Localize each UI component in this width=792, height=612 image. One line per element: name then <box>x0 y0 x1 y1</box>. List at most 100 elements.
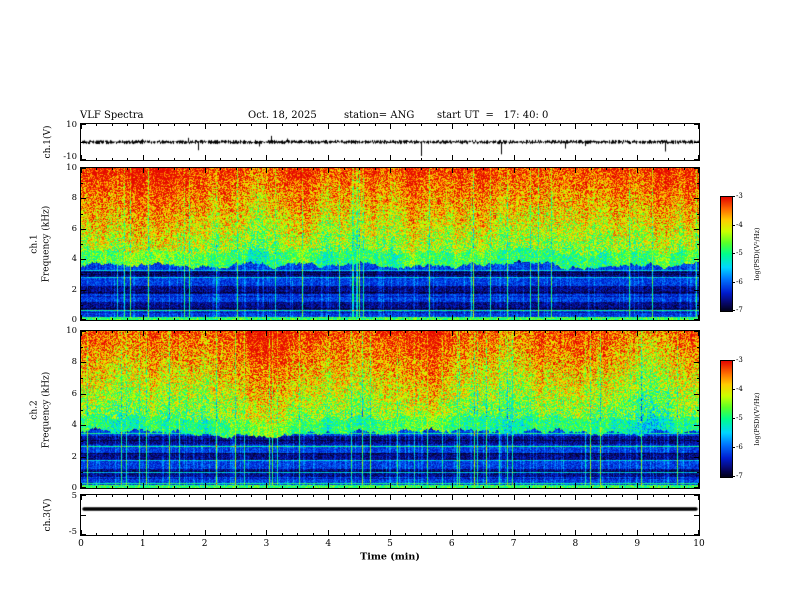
axis-tick <box>591 168 592 170</box>
axis-tick <box>622 331 623 333</box>
axis-tick <box>697 347 699 348</box>
axis-tick <box>297 168 298 170</box>
axis-tick <box>174 318 175 320</box>
axis-tick <box>390 124 391 129</box>
axis-tick <box>205 530 206 535</box>
colorbar-tick <box>733 389 735 390</box>
colorbar-1-tick-label: -6 <box>736 277 743 286</box>
axis-tick <box>220 158 221 160</box>
axis-tick <box>81 244 83 245</box>
axis-tick <box>668 495 669 497</box>
axis-tick <box>483 158 484 160</box>
axis-tick <box>514 168 515 173</box>
axis-tick <box>81 483 82 488</box>
axis-tick <box>405 318 406 320</box>
axis-tick <box>112 486 113 488</box>
axis-tick <box>545 533 546 535</box>
ch2-frequency-units-label: Frequency (kHz) <box>41 371 51 449</box>
axis-tick <box>637 331 638 336</box>
axis-tick <box>622 318 623 320</box>
axis-tick <box>637 315 638 320</box>
axis-tick <box>189 168 190 170</box>
colorbar-2-gradient <box>721 361 732 477</box>
ch1-frequency-tick-label: 4 <box>71 254 77 265</box>
axis-tick <box>467 124 468 126</box>
axis-tick <box>694 331 699 332</box>
axis-tick <box>81 331 83 332</box>
axis-tick <box>591 318 592 320</box>
axis-tick <box>112 533 113 535</box>
axis-tick <box>405 158 406 160</box>
axis-tick <box>405 486 406 488</box>
axis-tick <box>694 394 699 395</box>
axis-tick <box>112 495 113 497</box>
axis-tick <box>694 198 699 199</box>
axis-tick <box>81 124 82 129</box>
colorbar-1-label: log(PSD)(V²/Hz) <box>753 227 761 281</box>
ch1-voltage-axis-label: ch.1(V) <box>43 125 53 159</box>
axis-tick <box>81 168 83 169</box>
axis-tick <box>575 495 576 500</box>
axis-tick <box>697 319 699 320</box>
axis-tick <box>297 158 298 160</box>
axis-tick <box>575 155 576 160</box>
axis-tick <box>297 331 298 333</box>
time-tick-label: 1 <box>139 539 146 549</box>
axis-tick <box>81 331 82 336</box>
axis-tick <box>81 487 83 488</box>
axis-tick <box>514 315 515 320</box>
axis-tick <box>81 487 86 488</box>
axis-tick <box>375 495 376 497</box>
colorbar-tick <box>733 224 735 226</box>
axis-tick <box>205 483 206 488</box>
axis-tick <box>560 331 561 333</box>
axis-tick <box>606 533 607 535</box>
axis-tick <box>189 331 190 333</box>
colorbar-2-label: log(PSD)(V²/Hz) <box>753 392 761 446</box>
axis-tick <box>452 168 453 173</box>
axis-tick <box>694 495 699 496</box>
axis-tick <box>220 486 221 488</box>
axis-tick <box>390 168 391 173</box>
axis-tick <box>81 229 83 230</box>
axis-tick <box>189 495 190 497</box>
time-tick-label: 0 <box>78 539 84 549</box>
axis-tick <box>236 486 237 488</box>
axis-tick <box>467 158 468 160</box>
ch1-ymax-tick-label: 10 <box>66 120 77 130</box>
ch1-frequency-tick-label: 6 <box>71 223 77 234</box>
axis-tick <box>236 533 237 535</box>
colorbar-2 <box>720 360 733 478</box>
axis-tick <box>483 124 484 126</box>
axis-tick <box>266 331 267 336</box>
axis-tick <box>375 318 376 320</box>
axis-tick <box>697 362 699 363</box>
axis-tick <box>189 533 190 535</box>
axis-tick <box>81 274 83 275</box>
axis-tick <box>236 124 237 126</box>
axis-tick <box>575 168 576 173</box>
axis-tick <box>421 168 422 170</box>
axis-tick <box>684 486 685 488</box>
axis-tick <box>81 155 82 160</box>
figure-title: VLF Spectra <box>80 110 144 121</box>
axis-tick <box>174 486 175 488</box>
axis-tick <box>81 124 86 125</box>
axis-tick <box>174 495 175 497</box>
axis-tick <box>236 318 237 320</box>
axis-tick <box>668 168 669 170</box>
axis-tick <box>694 168 699 169</box>
colorbar-2-tick-label: -5 <box>736 414 743 422</box>
axis-tick <box>313 158 314 160</box>
axis-tick <box>81 319 83 320</box>
axis-tick <box>560 318 561 320</box>
axis-tick <box>684 168 685 170</box>
time-tick-label: 2 <box>201 539 208 549</box>
colorbar-tick <box>733 281 735 283</box>
time-tick-label: 10 <box>693 539 705 549</box>
start-ut-label: start UT = 17: 40: 0 <box>437 110 549 121</box>
axis-tick <box>266 315 267 320</box>
colorbar-tick <box>733 360 735 361</box>
axis-tick <box>698 331 699 336</box>
axis-tick <box>390 530 391 535</box>
